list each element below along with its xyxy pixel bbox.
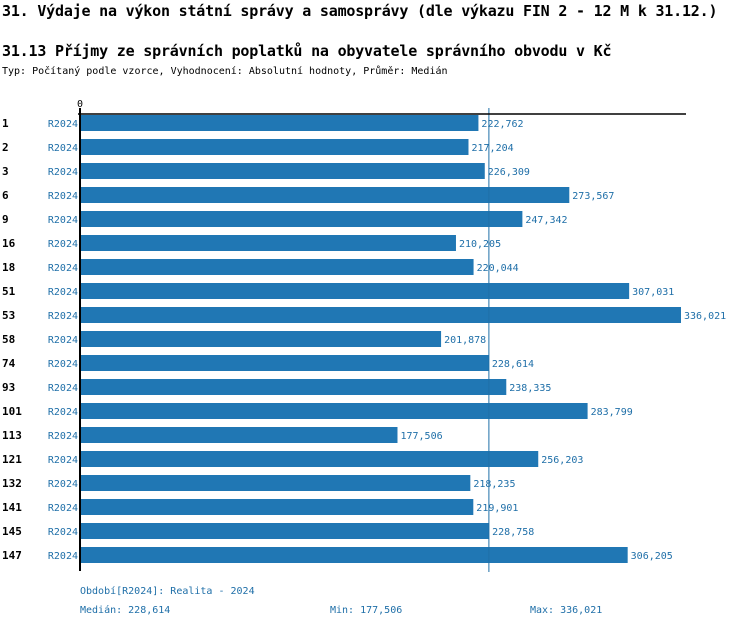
chart-title: 31.13 Příjmy ze správních poplatků na ob… xyxy=(2,42,612,60)
max-stat: Max: 336,021 xyxy=(530,605,603,616)
value-label: 220,044 xyxy=(477,263,519,274)
bar xyxy=(80,235,456,251)
category-label: 51 xyxy=(2,285,16,298)
value-label: 218,235 xyxy=(473,479,515,490)
category-label: 101 xyxy=(2,405,22,418)
category-label: 53 xyxy=(2,309,15,322)
period-label: R2024 xyxy=(48,119,78,130)
period-label: R2024 xyxy=(48,431,78,442)
value-label: 201,878 xyxy=(444,335,486,346)
category-label: 16 xyxy=(2,237,16,250)
category-label: 145 xyxy=(2,525,22,538)
value-label: 228,614 xyxy=(492,359,534,370)
period-label: R2024 xyxy=(48,503,78,514)
bar xyxy=(80,331,442,347)
category-label: 18 xyxy=(2,261,15,274)
category-label: 58 xyxy=(2,333,15,346)
axis-origin-label: 0 xyxy=(77,99,83,110)
value-label: 210,205 xyxy=(459,239,501,250)
category-label: 74 xyxy=(2,357,16,370)
bar xyxy=(80,475,471,491)
period-label: R2024 xyxy=(48,167,78,178)
value-label: 307,031 xyxy=(632,287,674,298)
category-label: 93 xyxy=(2,381,15,394)
period-label: R2024 xyxy=(48,479,78,490)
value-label: 336,021 xyxy=(684,311,726,322)
period-legend: Období[R2024]: Realita - 2024 xyxy=(80,586,255,597)
bar xyxy=(80,139,469,155)
bar xyxy=(80,523,490,539)
period-label: R2024 xyxy=(48,551,78,562)
value-label: 226,309 xyxy=(488,167,530,178)
category-label: 132 xyxy=(2,477,22,490)
value-label: 238,335 xyxy=(509,383,551,394)
category-label: 1 xyxy=(2,117,9,130)
bar xyxy=(80,163,485,179)
period-label: R2024 xyxy=(48,335,78,346)
value-label: 273,567 xyxy=(572,191,614,202)
value-label: 247,342 xyxy=(525,215,567,226)
period-label: R2024 xyxy=(48,383,78,394)
median-stat: Medián: 228,614 xyxy=(80,605,171,616)
period-label: R2024 xyxy=(48,215,78,226)
category-label: 9 xyxy=(2,213,9,226)
bar xyxy=(80,547,628,563)
bar xyxy=(80,379,507,395)
bar xyxy=(80,307,681,323)
category-label: 6 xyxy=(2,189,9,202)
period-label: R2024 xyxy=(48,143,78,154)
period-label: R2024 xyxy=(48,287,78,298)
category-label: 2 xyxy=(2,141,9,154)
bar xyxy=(80,259,474,275)
period-label: R2024 xyxy=(48,239,78,250)
bar xyxy=(80,187,570,203)
category-label: 113 xyxy=(2,429,22,442)
bar xyxy=(80,355,489,371)
period-label: R2024 xyxy=(48,527,78,538)
bar xyxy=(80,211,523,227)
bar xyxy=(80,403,588,419)
value-label: 256,203 xyxy=(541,455,583,466)
category-label: 3 xyxy=(2,165,9,178)
category-label: 121 xyxy=(2,453,22,466)
period-label: R2024 xyxy=(48,359,78,370)
min-stat: Min: 177,506 xyxy=(330,605,403,616)
bar xyxy=(80,115,479,131)
value-label: 283,799 xyxy=(591,407,633,418)
period-label: R2024 xyxy=(48,311,78,322)
value-label: 219,901 xyxy=(476,503,518,514)
period-label: R2024 xyxy=(48,263,78,274)
bar-chart: 0 1 R2024 222,762 2 R2024 217,204 3 R2024 226,309… xyxy=(2,99,726,572)
value-label: 222,762 xyxy=(481,119,523,130)
chart-meta: Typ: Počítaný podle vzorce, Vyhodnocení:… xyxy=(2,66,448,77)
bar xyxy=(80,451,539,467)
bar xyxy=(80,427,398,443)
value-label: 228,758 xyxy=(492,527,534,538)
bar xyxy=(80,499,474,515)
section-title: 31. Výdaje na výkon státní správy a samo… xyxy=(2,2,718,20)
category-label: 141 xyxy=(2,501,22,514)
period-label: R2024 xyxy=(48,407,78,418)
category-label: 147 xyxy=(2,549,22,562)
period-label: R2024 xyxy=(48,455,78,466)
value-label: 306,205 xyxy=(631,551,673,562)
value-label: 217,204 xyxy=(471,143,513,154)
period-label: R2024 xyxy=(48,191,78,202)
value-label: 177,506 xyxy=(400,431,442,442)
bar xyxy=(80,283,630,299)
